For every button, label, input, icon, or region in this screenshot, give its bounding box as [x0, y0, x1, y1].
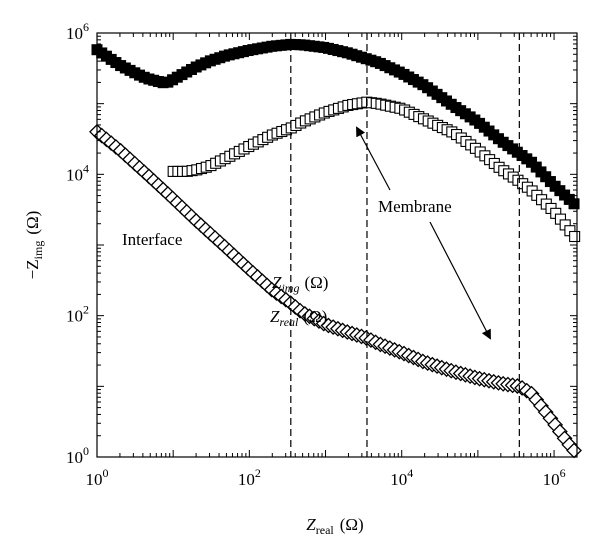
x-tick-label: 104	[390, 466, 413, 489]
annotation-interface: Interface	[122, 230, 182, 249]
x-tick-label: 102	[238, 466, 261, 489]
reference-lines	[290, 33, 520, 457]
x-axis: 100 102 104 106	[86, 33, 578, 489]
x-tick-label: 106	[543, 466, 566, 489]
membrane-arrow-up	[356, 126, 391, 191]
y-tick-label: 100	[66, 444, 89, 467]
series-filled-square	[91, 38, 580, 210]
data-point	[569, 230, 581, 243]
data-point	[568, 198, 580, 210]
x-tick-label: 100	[86, 466, 109, 489]
data-marks	[89, 38, 582, 459]
legend-label-z-img: Zimg (Ω)	[272, 273, 328, 295]
series-diamond	[89, 123, 582, 459]
y-axis: 100 102 104 106	[66, 20, 577, 467]
y-tick-label: 104	[66, 161, 89, 184]
x-axis-title: Zreal (Ω)	[306, 515, 363, 537]
series-square	[167, 96, 581, 243]
y-tick-label: 102	[66, 303, 89, 326]
annotation-membrane: Membrane	[378, 197, 452, 216]
legend-label-z-real: Zreal (Ω)	[270, 307, 327, 329]
membrane-arrow-down	[429, 221, 491, 340]
y-tick-label: 106	[66, 20, 89, 43]
y-axis-title: −Zimg(Ω)	[23, 211, 45, 280]
